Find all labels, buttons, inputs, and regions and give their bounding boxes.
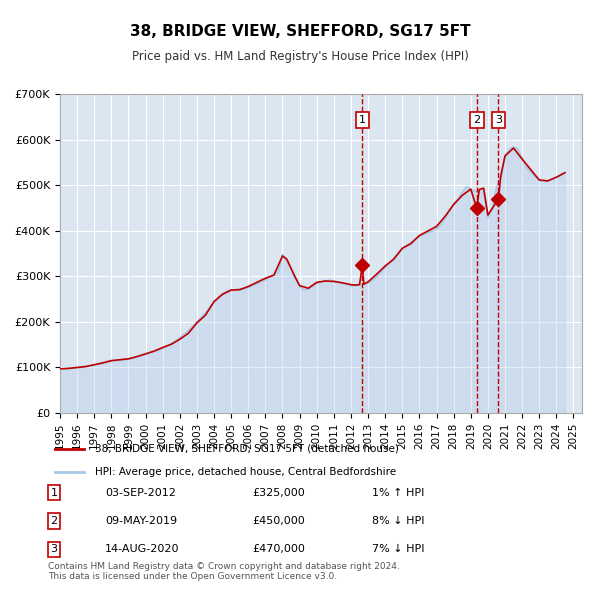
- Text: HPI: Average price, detached house, Central Bedfordshire: HPI: Average price, detached house, Cent…: [95, 467, 396, 477]
- Text: 38, BRIDGE VIEW, SHEFFORD, SG17 5FT (detached house): 38, BRIDGE VIEW, SHEFFORD, SG17 5FT (det…: [95, 444, 398, 454]
- Text: Contains HM Land Registry data © Crown copyright and database right 2024.
This d: Contains HM Land Registry data © Crown c…: [48, 562, 400, 581]
- Text: 03-SEP-2012: 03-SEP-2012: [105, 488, 176, 497]
- Text: 3: 3: [50, 545, 58, 554]
- Text: 2: 2: [50, 516, 58, 526]
- Text: 38, BRIDGE VIEW, SHEFFORD, SG17 5FT: 38, BRIDGE VIEW, SHEFFORD, SG17 5FT: [130, 24, 470, 38]
- Text: £325,000: £325,000: [252, 488, 305, 497]
- Text: £470,000: £470,000: [252, 545, 305, 554]
- Text: 1% ↑ HPI: 1% ↑ HPI: [372, 488, 424, 497]
- Text: 09-MAY-2019: 09-MAY-2019: [105, 516, 177, 526]
- Text: 7% ↓ HPI: 7% ↓ HPI: [372, 545, 425, 554]
- Text: 2: 2: [473, 115, 481, 125]
- Text: 1: 1: [50, 488, 58, 497]
- Text: 3: 3: [495, 115, 502, 125]
- Text: £450,000: £450,000: [252, 516, 305, 526]
- Text: 1: 1: [359, 115, 366, 125]
- Text: Price paid vs. HM Land Registry's House Price Index (HPI): Price paid vs. HM Land Registry's House …: [131, 50, 469, 63]
- Text: 8% ↓ HPI: 8% ↓ HPI: [372, 516, 425, 526]
- Text: 14-AUG-2020: 14-AUG-2020: [105, 545, 179, 554]
